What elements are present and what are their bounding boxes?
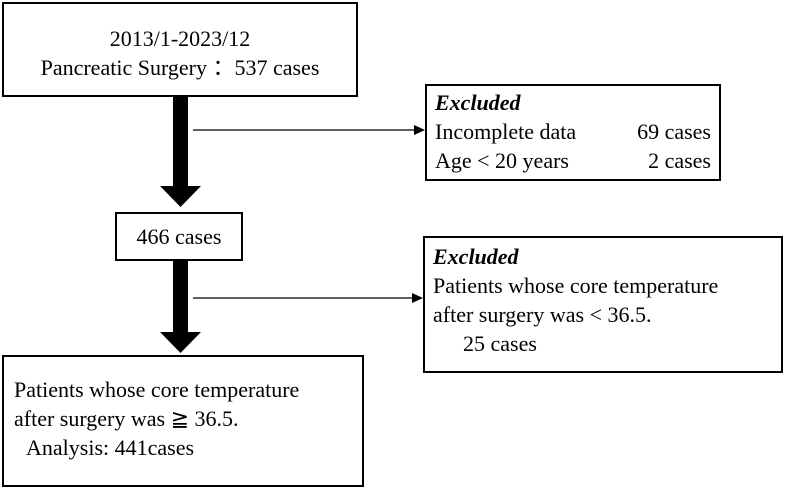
exclusion-text: Patients whose core temperature	[433, 273, 719, 298]
exclusion-reason: Age < 20 years	[435, 148, 569, 173]
exclusion-box: Excluded Incomplete data 69 cases Age < 2…	[425, 84, 721, 181]
exclusion-title: Excluded	[433, 244, 519, 269]
exclusion-reason: Incomplete data	[435, 119, 577, 144]
main-arrow-shaft	[173, 96, 188, 188]
exclusion-box: Excluded Patients whose core temperature…	[423, 236, 783, 373]
exclusion-text: 25 cases	[463, 331, 537, 356]
node-text: Analysis: 441cases	[26, 435, 195, 460]
node-box: Patients whose core temperature after su…	[2, 355, 364, 487]
exclusion-arrow-head	[412, 293, 423, 303]
node-text: after surgery was ≧ 36.5.	[14, 406, 239, 431]
node-text: Patients whose core temperature	[14, 377, 300, 402]
exclusion-count: 2 cases	[648, 148, 711, 173]
exclusion-text: after surgery was < 36.5.	[433, 302, 652, 327]
exclusion-count: 69 cases	[637, 119, 711, 144]
node-text: 2013/1-2023/12	[109, 26, 251, 51]
main-arrow-shaft	[173, 260, 188, 334]
main-arrow-head	[160, 186, 201, 207]
node-box: 2013/1-2023/12 Pancreatic Surgery ：537 c…	[2, 2, 358, 97]
node-box: 466 cases	[115, 212, 243, 261]
node-text: Pancreatic Surgery ：537 cases	[40, 55, 320, 80]
exclusion-title: Excluded	[435, 90, 521, 115]
main-arrow-head	[160, 332, 201, 353]
node-text: 466 cases	[136, 224, 222, 249]
exclusion-arrow-head	[414, 125, 425, 135]
